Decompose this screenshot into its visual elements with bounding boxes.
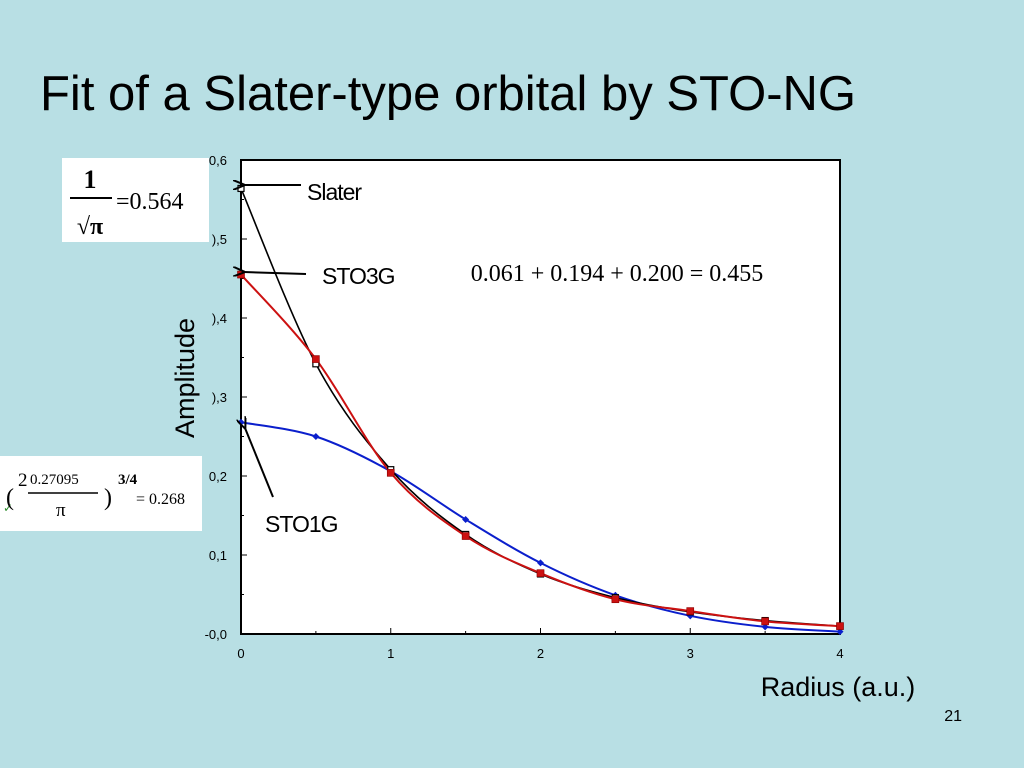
x-axis-title: Radius (a.u.) bbox=[761, 672, 916, 702]
formula-value: =0.564 bbox=[116, 189, 184, 215]
formula-sum-text: 0.061 + 0.194 + 0.200 = 0.455 bbox=[471, 261, 764, 287]
formula-paren-open: ( bbox=[6, 485, 14, 511]
slide-title: Fit of a Slater-type orbital by STO-NG bbox=[40, 67, 857, 121]
data-point-sto1g bbox=[537, 559, 544, 567]
data-point-sto1g bbox=[462, 515, 470, 523]
y-tick-label: 0,1 bbox=[209, 548, 227, 563]
x-tick-label: 3 bbox=[687, 646, 694, 661]
formula-paren-close: ) bbox=[104, 485, 112, 511]
data-point-sto3g bbox=[386, 469, 395, 477]
data-point-sto3g bbox=[836, 622, 844, 630]
callout-sto1g-label: STO1G bbox=[265, 511, 338, 537]
callout-sto3g-arrow bbox=[244, 272, 307, 274]
tick-mark-icon: ✓ bbox=[3, 501, 13, 515]
formula-pi: π bbox=[56, 500, 66, 521]
series-line-sto3g bbox=[240, 273, 841, 628]
page-number: 21 bbox=[944, 708, 962, 725]
data-point-slater bbox=[237, 184, 245, 193]
y-tick-label: 0,6 bbox=[209, 153, 227, 168]
formula-numerator: 1 bbox=[84, 165, 97, 194]
formula-denominator: √π bbox=[77, 214, 103, 240]
formula-sto1g-value: = 0.268 bbox=[136, 491, 185, 508]
callout-sto3g: STO3G bbox=[244, 256, 419, 294]
y-tick-label: ),3 bbox=[212, 390, 227, 405]
data-point-sto3g bbox=[237, 270, 245, 279]
callout-slater: Slater bbox=[244, 172, 392, 210]
data-point-sto3g bbox=[686, 607, 695, 615]
formula-sum: 0.061 + 0.194 + 0.200 = 0.455 bbox=[431, 238, 803, 304]
formula-two: 2 bbox=[18, 470, 28, 491]
x-tick-label: 1 bbox=[387, 646, 394, 661]
y-tick-label: 0,2 bbox=[209, 469, 227, 484]
formula-alpha: 0.27095 bbox=[30, 472, 79, 488]
y-tick-label: -0,0 bbox=[205, 627, 227, 642]
data-point-sto3g bbox=[536, 569, 545, 577]
formula-sto1g-exponent: ✓ ( 2 0.27095 π ) 3/4 = 0.268 bbox=[0, 456, 202, 531]
x-tick-label: 0 bbox=[237, 646, 244, 661]
data-point-sto3g bbox=[761, 617, 769, 626]
callout-slater-label: Slater bbox=[307, 179, 362, 205]
axis-ticks: -0,0 0,1 0,2 ),3 ),4 ),5 0,6 0 1 2 3 4 bbox=[205, 153, 844, 661]
data-point-sto3g bbox=[312, 355, 320, 363]
data-point-sto3g bbox=[611, 595, 620, 604]
x-tick-label: 4 bbox=[836, 646, 843, 661]
data-point-sto3g bbox=[461, 532, 470, 540]
y-tick-label: ),4 bbox=[212, 311, 227, 326]
formula-inv-sqrt-pi: 1 √π =0.564 bbox=[62, 158, 209, 242]
data-point-sto1g bbox=[312, 433, 320, 440]
x-tick-label: 2 bbox=[537, 646, 544, 661]
callout-sto3g-label: STO3G bbox=[322, 263, 395, 289]
y-tick-label: ),5 bbox=[212, 232, 227, 247]
callout-sto1g-arrow bbox=[245, 428, 274, 498]
y-axis-title: Amplitude bbox=[170, 318, 200, 438]
formula-exponent: 3/4 bbox=[118, 472, 138, 488]
callout-sto1g: STO1G bbox=[245, 428, 369, 542]
